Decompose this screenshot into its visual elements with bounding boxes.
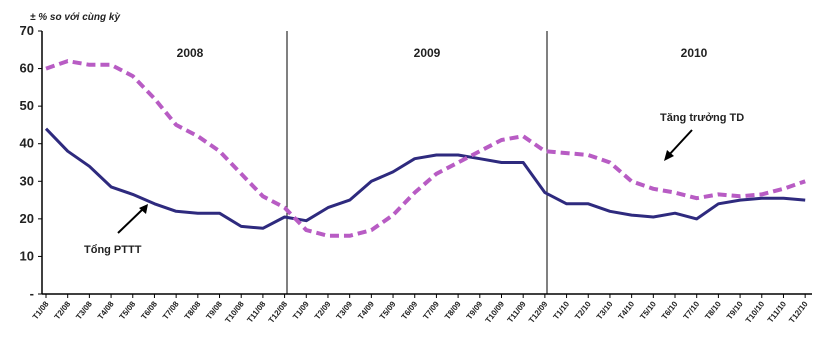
x-tick-label: T3/10 — [595, 299, 615, 321]
x-tick-label: T3/08 — [74, 299, 94, 321]
x-tick-label: T7/08 — [161, 299, 181, 321]
annotation-tong-pttt: Tổng PTTT — [84, 244, 142, 256]
x-tick-label: T6/08 — [139, 299, 159, 321]
x-tick-label: T5/09 — [378, 299, 398, 321]
x-tick-label: T4/08 — [96, 299, 116, 321]
x-tick-label: T9/09 — [465, 299, 485, 321]
x-tick-label: T3/09 — [335, 299, 355, 321]
x-tick-label: T12/09 — [527, 299, 550, 325]
x-tick-label: T11/08 — [245, 299, 267, 324]
y-tick-label: 50 — [20, 98, 34, 113]
y-tick-label: 60 — [20, 61, 34, 76]
x-tick-label: T1/08 — [31, 299, 51, 321]
x-tick-label: T8/09 — [443, 299, 463, 321]
x-tick-label: T5/10 — [638, 299, 658, 321]
x-tick-label: T8/08 — [183, 299, 203, 321]
series-line-0 — [44, 127, 806, 230]
x-tick-label: T11/09 — [506, 299, 528, 324]
x-ticks: T1/08 T2/08 T3/08 T4/08 T5/08 T6/08 T7/08 T8/08… — [31, 294, 810, 325]
x-tick-label: T9/08 — [204, 299, 224, 321]
x-tick-label: T7/09 — [421, 299, 441, 321]
series-layer — [44, 59, 806, 238]
year-label-2009: 2009 — [414, 46, 441, 60]
y-tick-label: 10 — [20, 248, 34, 263]
x-tick-label: T10/10 — [744, 299, 767, 325]
x-tick-label: T8/10 — [703, 299, 723, 321]
annotation-arrowhead-tang-truong — [664, 150, 674, 161]
series-line-1 — [45, 59, 806, 238]
x-tick-label: T10/09 — [484, 299, 507, 325]
x-tick-label: T2/08 — [53, 299, 73, 321]
y-axis-unit-label: ± % so với cùng kỳ — [30, 12, 120, 23]
annotation-tang-truong-td: Tăng trưởng TD — [660, 112, 744, 124]
x-tick-label: T1/10 — [551, 299, 571, 321]
x-tick-label: T10/08 — [223, 299, 246, 325]
y-tick-label: - — [30, 286, 34, 301]
y-tick-label: 40 — [20, 136, 34, 151]
x-tick-label: T2/10 — [573, 299, 593, 321]
x-tick-label: T5/08 — [118, 299, 138, 321]
year-label-2010: 2010 — [681, 46, 708, 60]
x-tick-label: T9/10 — [725, 299, 745, 321]
annotation-arrowhead-tong-pttt — [139, 204, 148, 214]
annotation-arrow-tong-pttt — [117, 207, 145, 234]
x-tick-label: T12/08 — [267, 299, 290, 325]
x-tick-label: T1/09 — [291, 299, 311, 321]
x-tick-label: T6/09 — [400, 299, 420, 321]
y-tick-label: 70 — [20, 23, 34, 38]
x-tick-label: T4/10 — [617, 299, 637, 321]
y-ticks: - 10 20 30 40 50 60 70 — [20, 23, 42, 301]
x-tick-label: T12/10 — [787, 299, 810, 325]
x-tick-label: T11/10 — [766, 299, 788, 324]
year-label-2008: 2008 — [177, 46, 204, 60]
annotation-arrow-tang-truong — [667, 129, 693, 157]
x-tick-label: T4/09 — [356, 299, 376, 321]
y-tick-label: 30 — [20, 173, 34, 188]
y-tick-label: 20 — [20, 211, 34, 226]
x-tick-label: T2/09 — [313, 299, 333, 321]
x-tick-label: T6/10 — [660, 299, 680, 321]
x-tick-label: T7/10 — [682, 299, 702, 321]
